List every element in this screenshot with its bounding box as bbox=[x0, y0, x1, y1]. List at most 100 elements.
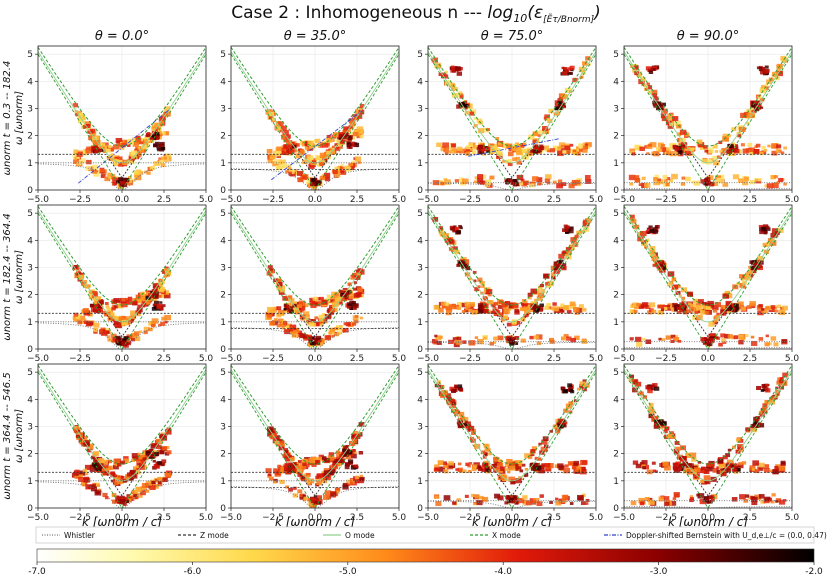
heat-cell bbox=[458, 177, 464, 182]
heat-cell bbox=[696, 305, 703, 311]
heat-cell bbox=[662, 461, 669, 467]
y-tick-label: 1 bbox=[27, 159, 33, 169]
heat-cell bbox=[672, 497, 677, 501]
heat-cell bbox=[327, 455, 335, 461]
heat-cell bbox=[285, 325, 290, 329]
heat-cell bbox=[123, 456, 129, 461]
xlabel-1: k [ωnorm / c] bbox=[275, 515, 355, 529]
heat-cell bbox=[339, 137, 343, 140]
y-tick-label: 5 bbox=[27, 209, 33, 219]
heat-cell bbox=[727, 448, 732, 452]
heat-cell bbox=[154, 141, 160, 146]
heat-cell bbox=[269, 154, 276, 160]
y-tick-label: 2 bbox=[27, 291, 33, 301]
heat-cell bbox=[352, 272, 359, 278]
heat-cell bbox=[565, 247, 572, 252]
y-tick-label: 5 bbox=[613, 50, 619, 60]
heat-cell bbox=[693, 473, 700, 479]
heat-cell bbox=[303, 496, 309, 501]
heat-cell bbox=[462, 424, 468, 429]
heat-cell bbox=[266, 309, 272, 314]
heat-cell bbox=[133, 300, 138, 304]
heat-cell bbox=[111, 499, 118, 504]
heat-cell bbox=[664, 501, 670, 506]
heat-cell bbox=[136, 464, 142, 469]
heat-cell bbox=[758, 466, 764, 471]
heat-cell bbox=[749, 300, 757, 307]
heat-cell bbox=[549, 339, 555, 344]
x-tick-label: −5.0 bbox=[417, 513, 439, 523]
heat-cell bbox=[437, 180, 444, 186]
heat-cell bbox=[143, 451, 148, 455]
heat-cell bbox=[451, 92, 458, 98]
heat-cell bbox=[290, 171, 296, 177]
heat-cell bbox=[532, 139, 537, 144]
heat-cell bbox=[348, 118, 356, 124]
heat-cell bbox=[73, 312, 79, 317]
heat-cell bbox=[578, 148, 583, 152]
z-mode-curve bbox=[38, 471, 206, 497]
heat-cell bbox=[520, 178, 525, 182]
heat-cell bbox=[504, 462, 511, 467]
heat-cell bbox=[731, 497, 738, 502]
heat-cell bbox=[486, 150, 490, 153]
heat-cell bbox=[666, 147, 671, 152]
x-tick-label: −5.0 bbox=[613, 354, 635, 364]
heat-cell bbox=[77, 112, 84, 117]
heat-cell bbox=[140, 465, 146, 470]
heat-cell bbox=[477, 128, 485, 134]
heat-cell bbox=[677, 467, 682, 471]
heat-cell bbox=[342, 133, 348, 138]
heat-cell bbox=[332, 464, 339, 469]
heat-cell bbox=[89, 303, 95, 308]
heat-cell bbox=[119, 480, 124, 485]
heat-cell bbox=[314, 138, 321, 144]
heat-cell bbox=[456, 421, 461, 425]
heat-cell bbox=[115, 335, 121, 341]
heat-cell bbox=[286, 144, 292, 149]
heat-cell bbox=[670, 500, 677, 506]
heat-cell bbox=[465, 146, 473, 152]
heat-cell bbox=[501, 302, 508, 308]
heat-cell bbox=[450, 227, 455, 231]
heat-cell bbox=[434, 464, 440, 469]
y-tick-label: 3 bbox=[417, 104, 423, 114]
y-tick-label: 4 bbox=[220, 236, 226, 246]
x-tick-label: 5.0 bbox=[785, 354, 800, 364]
heat-cell bbox=[309, 300, 316, 306]
heat-cell bbox=[570, 246, 575, 250]
heat-cell bbox=[705, 496, 710, 501]
heat-cell bbox=[739, 336, 745, 341]
heat-cell bbox=[144, 170, 149, 174]
heat-cell bbox=[629, 337, 634, 341]
x-tick-label: −2.5 bbox=[262, 513, 284, 523]
z-mode-curve bbox=[624, 153, 792, 179]
heat-cell bbox=[276, 323, 282, 328]
heat-cell bbox=[493, 467, 498, 471]
heat-cell bbox=[299, 494, 307, 500]
x-tick-label: 0.0 bbox=[701, 513, 716, 523]
spectral-energy bbox=[428, 364, 596, 508]
heat-cell bbox=[553, 424, 559, 429]
heat-cell bbox=[118, 316, 124, 321]
heat-cell bbox=[154, 451, 160, 456]
heat-cell bbox=[104, 496, 109, 500]
o-mode-curve bbox=[624, 210, 792, 323]
heat-cell bbox=[688, 309, 694, 314]
heat-cell bbox=[131, 453, 139, 459]
x-tick-label: −2.5 bbox=[655, 195, 677, 205]
heat-cell bbox=[463, 106, 468, 110]
heat-cell bbox=[689, 452, 697, 458]
heat-cell bbox=[745, 334, 749, 337]
heat-cell bbox=[74, 469, 80, 474]
heat-cell bbox=[151, 128, 155, 132]
heat-cell bbox=[582, 148, 588, 153]
y-tick-label: 0 bbox=[220, 345, 226, 355]
heat-cell bbox=[342, 484, 349, 490]
y-tick-label: 2 bbox=[417, 450, 423, 460]
heat-cell bbox=[469, 111, 475, 116]
heat-cell bbox=[733, 335, 739, 340]
heat-cell bbox=[351, 434, 356, 438]
heat-cell bbox=[273, 159, 280, 164]
y-tick-label: 2 bbox=[220, 132, 226, 142]
